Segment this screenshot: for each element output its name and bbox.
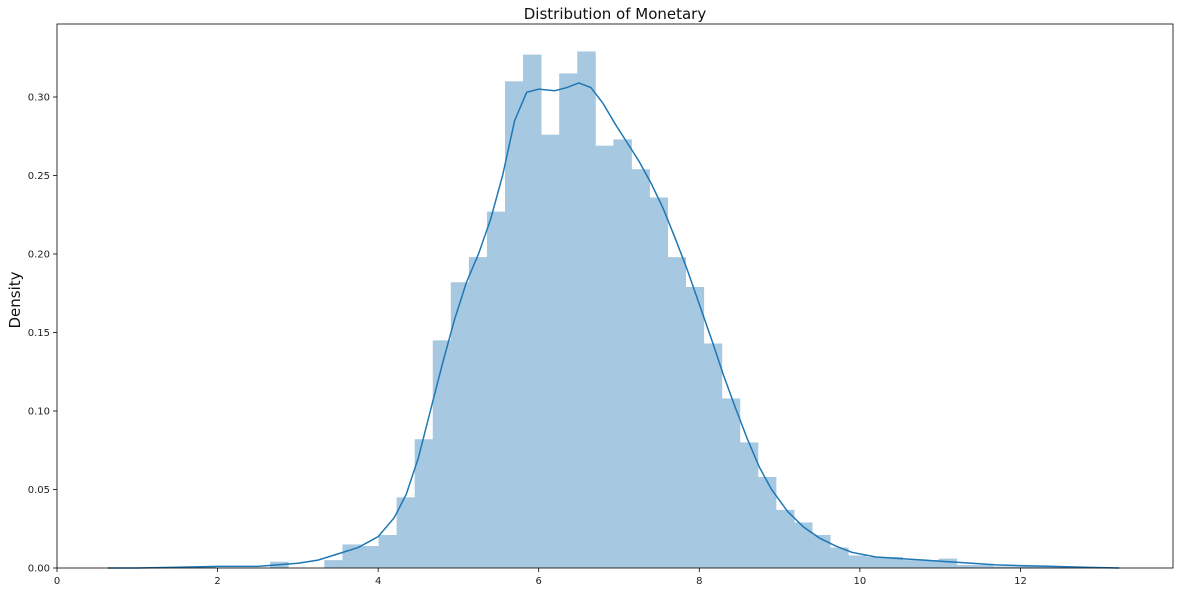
histogram-bar xyxy=(667,257,687,568)
histogram-bar xyxy=(920,560,939,568)
histogram-bar xyxy=(486,211,506,568)
histogram-bar xyxy=(884,557,903,568)
axes: 0 2 4 6 8 10 12 0.00 0.05 0.10 0.15 0.20 0.25 0.30 xyxy=(28,23,1174,587)
histogram-bar xyxy=(559,73,578,569)
y-axis-label: Density xyxy=(6,271,24,328)
histogram-bar xyxy=(703,343,723,568)
x-tick-label: 12 xyxy=(1014,576,1027,587)
histogram-bar xyxy=(396,497,416,568)
chart-title: Distribution of Monetary xyxy=(524,5,707,23)
histogram-bar xyxy=(432,340,452,568)
histogram-bar xyxy=(974,564,994,568)
plot-frame xyxy=(56,23,1174,569)
histogram-bar xyxy=(902,560,921,568)
histogram-bar xyxy=(450,282,470,568)
histogram-bar xyxy=(938,558,958,568)
histogram-bar xyxy=(505,81,524,568)
histogram-bar xyxy=(775,509,795,568)
histogram-bar xyxy=(378,535,398,568)
histogram-bar xyxy=(794,522,813,568)
histogram-bar xyxy=(324,560,343,568)
histogram-bar xyxy=(956,564,976,568)
histogram-bar xyxy=(541,134,560,569)
histogram-bar xyxy=(468,257,488,568)
x-tick-label: 6 xyxy=(536,576,542,587)
y-tick-label: 0.00 xyxy=(28,564,50,575)
histogram-bar xyxy=(613,139,632,569)
histogram-bar xyxy=(577,51,596,569)
histogram-bar xyxy=(595,145,614,568)
x-tick-label: 10 xyxy=(854,576,867,587)
y-tick-label: 0.05 xyxy=(28,485,50,496)
x-tick-label: 8 xyxy=(696,576,702,587)
histogram-bar xyxy=(360,546,379,568)
histogram-bar xyxy=(685,286,705,568)
y-tick-label: 0.20 xyxy=(28,250,50,261)
histogram-bar xyxy=(992,566,1012,568)
histogram-bar xyxy=(830,547,849,568)
y-tick-label: 0.10 xyxy=(28,407,50,418)
x-tick-label: 0 xyxy=(54,576,60,587)
histogram-bar xyxy=(523,54,542,568)
y-tick-label: 0.30 xyxy=(28,93,50,104)
histogram-bar xyxy=(739,442,759,568)
histogram-bar xyxy=(631,169,650,568)
histogram-bar xyxy=(1010,566,1030,568)
histogram-bar xyxy=(812,535,831,568)
histogram-bar xyxy=(757,476,777,568)
histogram-bar xyxy=(414,439,434,568)
y-tick-label: 0.15 xyxy=(28,328,50,339)
histogram-bar xyxy=(1028,566,1048,568)
x-tick-label: 2 xyxy=(214,576,220,587)
kde-line xyxy=(107,82,1120,569)
histogram-bar xyxy=(848,555,867,568)
histogram-bar xyxy=(866,557,885,568)
histogram-bar xyxy=(649,197,668,568)
x-tick-label: 4 xyxy=(375,576,381,587)
histogram-bar xyxy=(721,398,741,568)
y-tick-label: 0.25 xyxy=(28,171,50,182)
histogram-bars xyxy=(197,51,1066,569)
